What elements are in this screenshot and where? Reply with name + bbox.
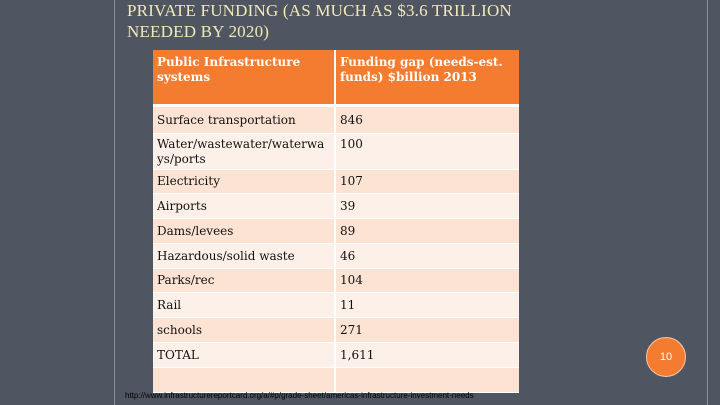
table-row: Parks/rec 104 bbox=[153, 268, 519, 293]
table-row: Airports 39 bbox=[153, 193, 519, 219]
page-number: 10 bbox=[659, 351, 673, 363]
table-row-empty bbox=[153, 367, 519, 393]
row-system-cell: TOTAL bbox=[153, 342, 336, 368]
table-row: schools 271 bbox=[153, 317, 519, 343]
row-system-cell: Electricity bbox=[153, 169, 336, 194]
slide-frame-right-line bbox=[707, 0, 708, 405]
row-system-cell: Water/wastewater/waterways/ports bbox=[153, 133, 336, 170]
page-number-badge: 10 bbox=[646, 337, 686, 377]
row-gap-cell: 104 bbox=[335, 268, 519, 293]
row-gap-cell: 89 bbox=[335, 218, 519, 244]
slide-title-line-2: NEEDED BY 2020) bbox=[127, 22, 270, 41]
table-row: Water/wastewater/waterways/ports 100 bbox=[153, 133, 519, 170]
table-header-row: Public Infrastructure systems Funding ga… bbox=[153, 50, 519, 107]
table-row: Surface transportation 846 bbox=[153, 105, 519, 134]
row-gap-cell bbox=[335, 367, 519, 393]
table-row: Hazardous/solid waste 46 bbox=[153, 243, 519, 269]
row-system-cell: Airports bbox=[153, 193, 336, 219]
row-gap-cell: 46 bbox=[335, 243, 519, 269]
row-system-cell: schools bbox=[153, 317, 336, 343]
row-gap-cell: 107 bbox=[335, 169, 519, 194]
row-system-cell: Surface transportation bbox=[153, 105, 336, 134]
row-system-cell: Hazardous/solid waste bbox=[153, 243, 336, 269]
row-system-cell: Dams/levees bbox=[153, 218, 336, 244]
slide-frame-left-line bbox=[114, 0, 115, 405]
row-system-cell bbox=[153, 367, 336, 393]
header-funding-gap: Funding gap (needs-est. funds) $billion … bbox=[335, 50, 519, 107]
slide-title: PRIVATE FUNDING (AS MUCH AS $3.6 TRILLIO… bbox=[127, 0, 597, 42]
table-row: Dams/levees 89 bbox=[153, 218, 519, 244]
funding-gap-table: Public Infrastructure systems Funding ga… bbox=[153, 50, 519, 393]
table-row-total: TOTAL 1,611 bbox=[153, 342, 519, 368]
source-url: http://www.infrastructurereportcard.org/… bbox=[125, 391, 474, 400]
row-gap-cell: 846 bbox=[335, 105, 519, 134]
row-system-cell: Parks/rec bbox=[153, 268, 336, 293]
header-infrastructure-systems: Public Infrastructure systems bbox=[153, 50, 336, 107]
row-gap-cell: 39 bbox=[335, 193, 519, 219]
row-gap-cell: 271 bbox=[335, 317, 519, 343]
row-gap-cell: 1,611 bbox=[335, 342, 519, 368]
table-row: Rail 11 bbox=[153, 292, 519, 318]
row-gap-cell: 11 bbox=[335, 292, 519, 318]
table-row: Electricity 107 bbox=[153, 169, 519, 194]
row-gap-cell: 100 bbox=[335, 133, 519, 170]
row-system-cell: Rail bbox=[153, 292, 336, 318]
slide-title-line-1: PRIVATE FUNDING (AS MUCH AS $3.6 TRILLIO… bbox=[127, 1, 512, 20]
